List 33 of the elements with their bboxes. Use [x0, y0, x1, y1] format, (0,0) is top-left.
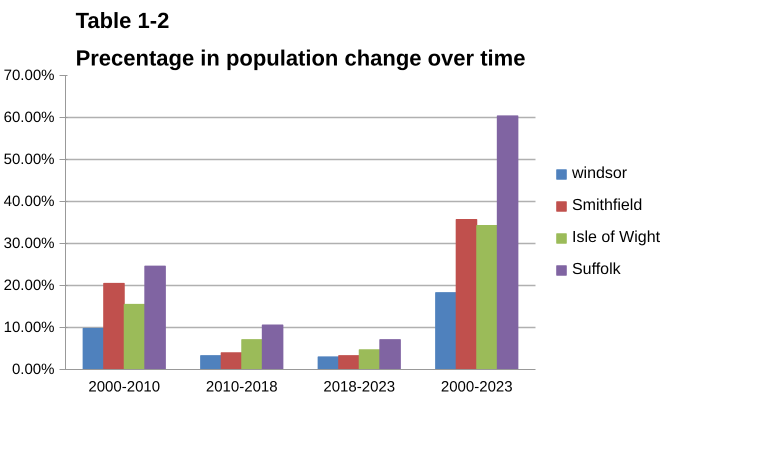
y-tick-label: 10.00%: [4, 319, 54, 336]
bar: [262, 324, 284, 370]
bar: [496, 115, 518, 370]
y-tick-label: 20.00%: [4, 277, 54, 294]
bar: [82, 328, 104, 370]
legend-label: Isle of Wight: [572, 229, 660, 247]
x-tick-label: 2000-2010: [88, 378, 160, 396]
x-tick-label: 2000-2023: [440, 378, 513, 396]
bar: [200, 355, 222, 370]
bar: [124, 304, 146, 370]
bar: [318, 356, 340, 370]
x-tick-label: 2010-2018: [206, 378, 278, 396]
legend-label: Smithfield: [572, 197, 642, 215]
y-tick-label: 40.00%: [4, 193, 54, 210]
bar: [435, 292, 457, 370]
bar: [476, 224, 498, 370]
x-tick-label: 2018-2023: [323, 378, 396, 396]
y-tick-label: 0.00%: [12, 361, 55, 378]
bar: [241, 339, 263, 370]
bar: [144, 266, 166, 370]
y-tick-label: 50.00%: [4, 151, 54, 168]
bar: [379, 339, 401, 370]
y-tick-label: 30.00%: [4, 235, 54, 252]
bar: [358, 349, 380, 370]
y-tick-label: 70.00%: [4, 67, 54, 84]
y-tick-label: 60.00%: [4, 109, 54, 126]
bar: [338, 355, 360, 370]
bar: [456, 219, 478, 370]
bar: [220, 352, 242, 370]
legend-label: windsor: [572, 165, 628, 183]
legend-label: Suffolk: [572, 261, 621, 279]
chart-title: Table 1-2 Precentage in population change over time: [76, 8, 526, 70]
bar: [103, 282, 125, 370]
